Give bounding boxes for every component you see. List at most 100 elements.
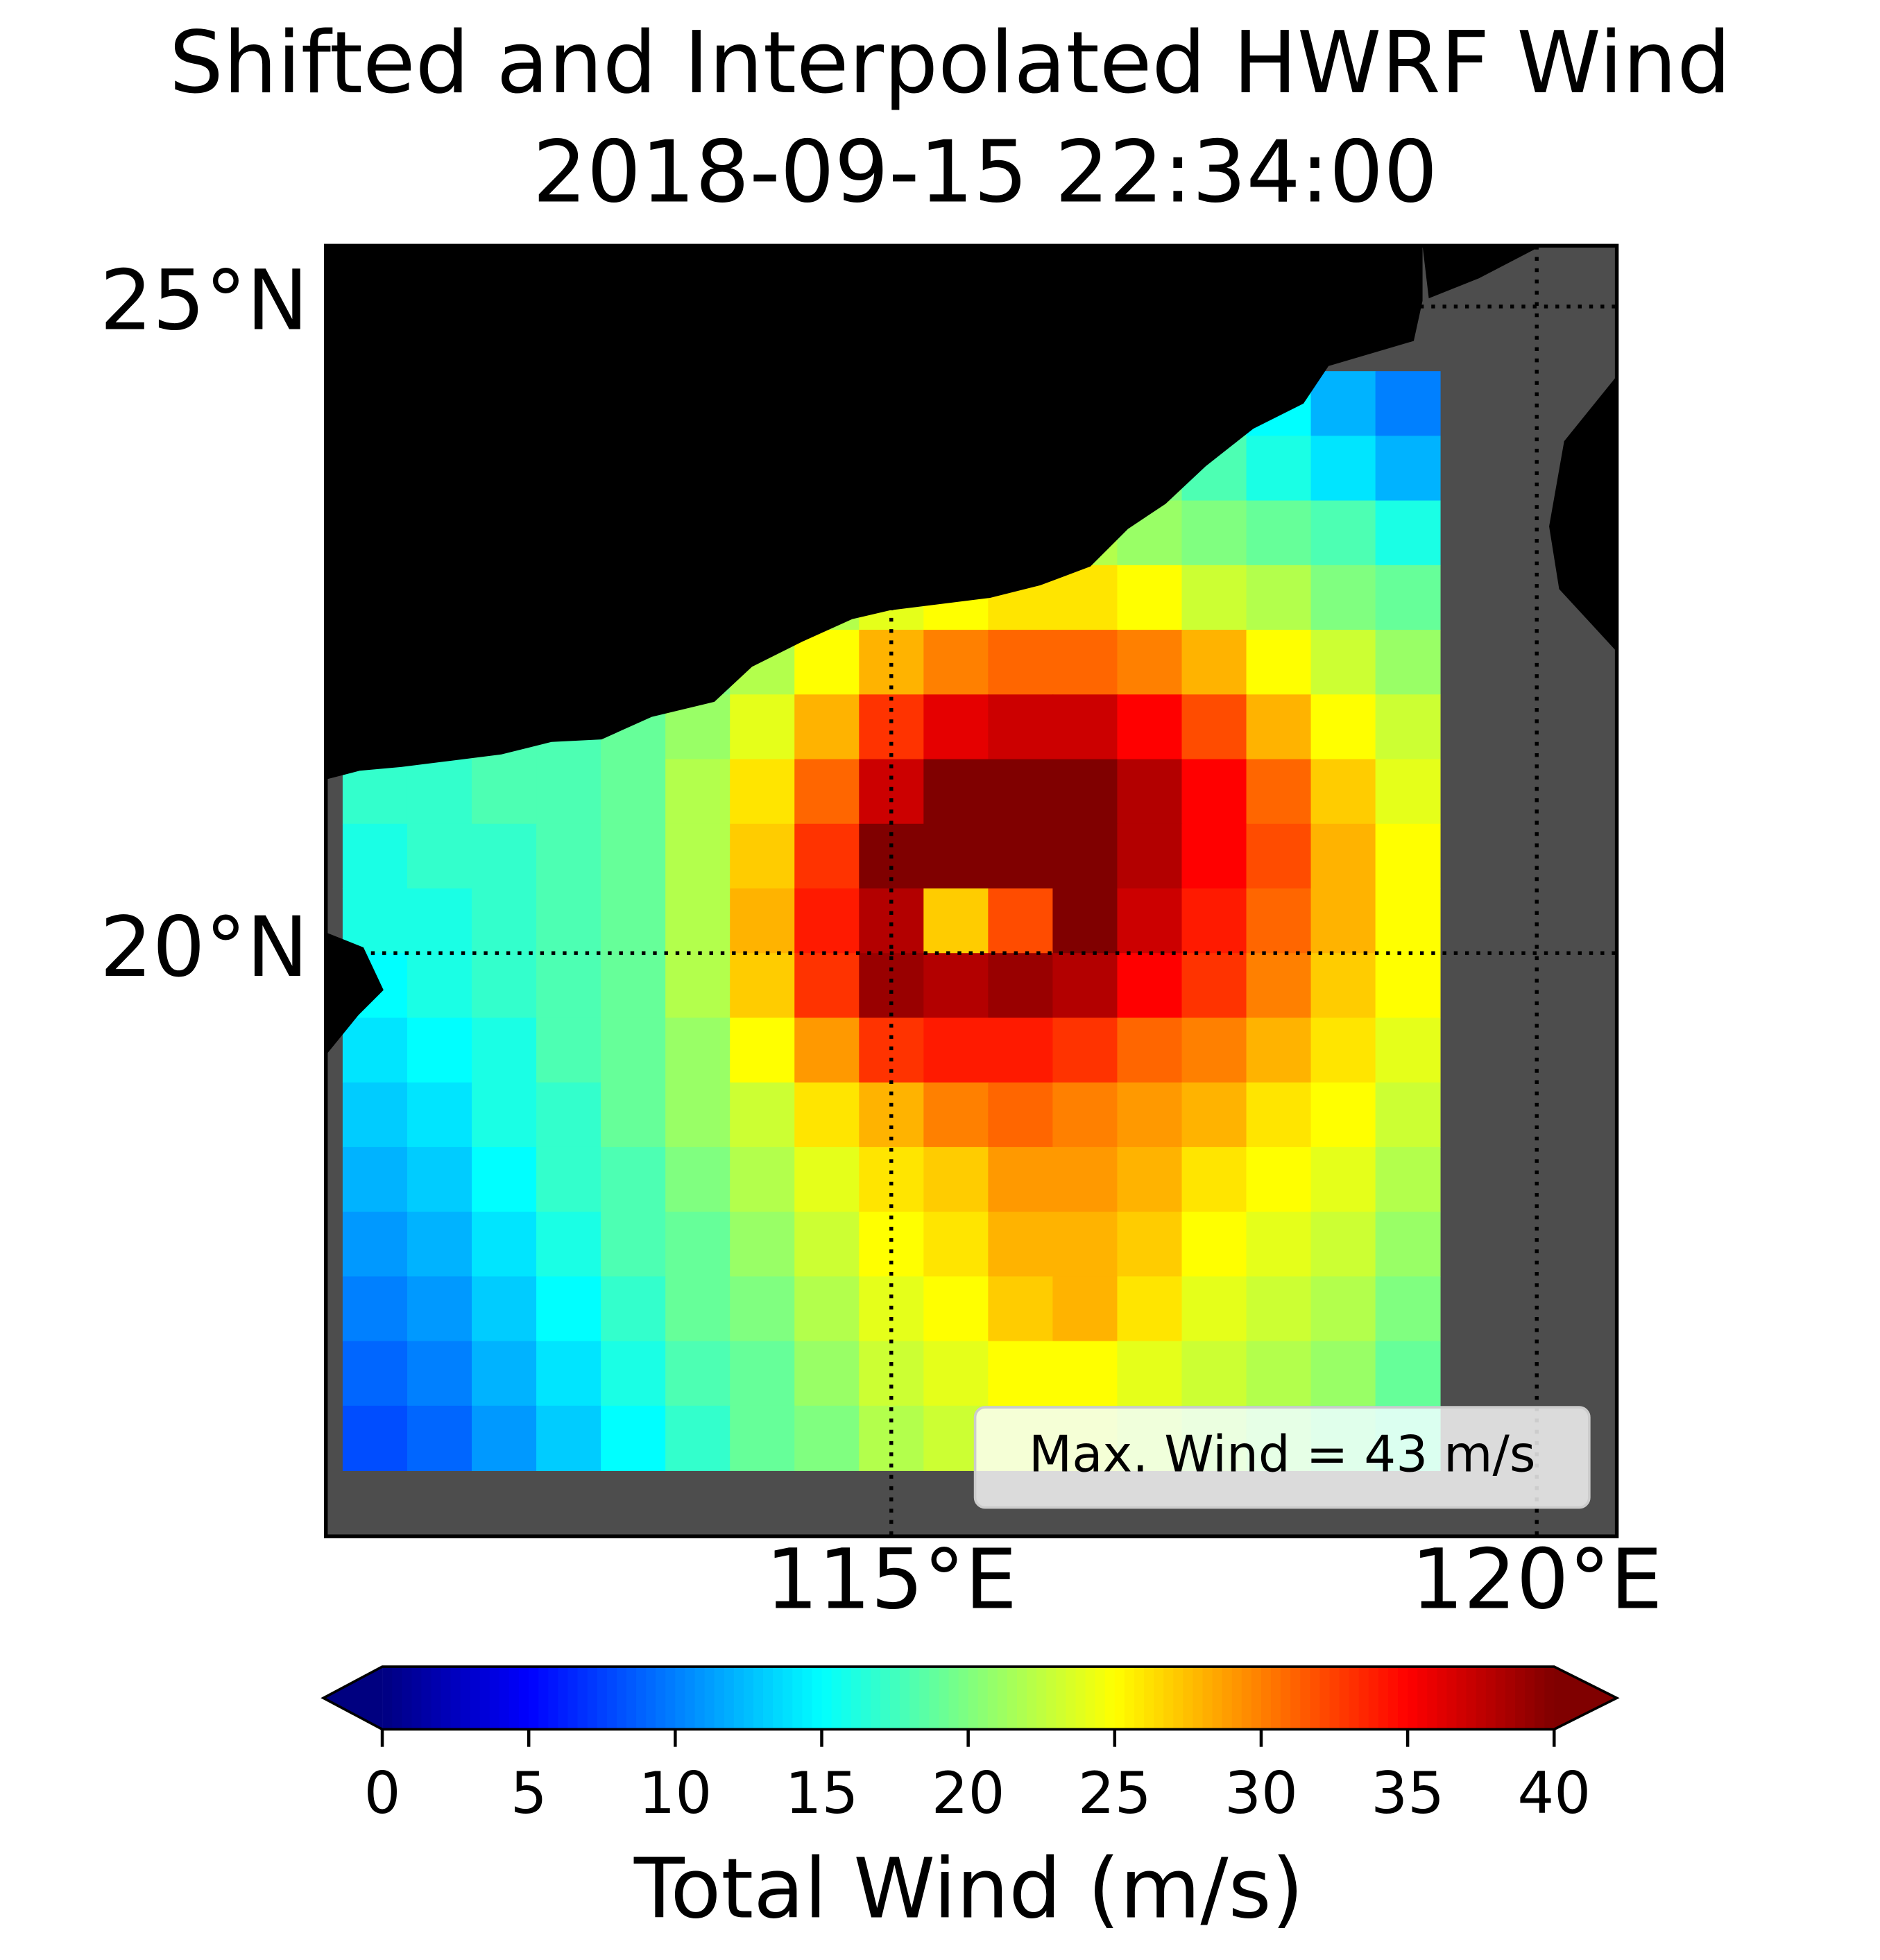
cell [1375, 1341, 1441, 1407]
cell [1117, 694, 1183, 760]
colorbar-segment [656, 1667, 667, 1730]
cell [923, 694, 989, 760]
colorbar-segment [1154, 1667, 1165, 1730]
colorbar-segment [529, 1667, 540, 1730]
colorbar-segment [1300, 1667, 1311, 1730]
cell [923, 823, 989, 889]
cell [472, 759, 537, 825]
cell [859, 1405, 925, 1471]
cell [988, 1146, 1054, 1213]
colorbar-segment [900, 1667, 911, 1730]
colorbar-extend-max [1554, 1667, 1617, 1730]
colorbar-segment [1427, 1667, 1438, 1730]
land-hainan [325, 932, 384, 1056]
colorbar-segment [1310, 1667, 1321, 1730]
cell [1310, 500, 1376, 566]
colorbar-segment [977, 1667, 989, 1730]
colorbar-segment [1495, 1667, 1506, 1730]
cell [665, 1276, 731, 1342]
cell [601, 823, 667, 889]
cell [472, 1341, 537, 1407]
y-tick-label: 25°N [100, 253, 309, 350]
colorbar-segment [616, 1667, 628, 1730]
cell [730, 823, 796, 889]
cell [1117, 1017, 1183, 1083]
cell [1052, 1341, 1118, 1407]
cell [536, 1146, 602, 1213]
cell [1375, 1017, 1441, 1083]
cell [1181, 888, 1247, 954]
cell [1310, 371, 1376, 437]
colorbar-segment [479, 1667, 490, 1730]
colorbar-segment [1271, 1667, 1282, 1730]
cell [601, 759, 667, 825]
cell [665, 1405, 731, 1471]
cell [1375, 565, 1441, 630]
colorbar-segment [587, 1667, 598, 1730]
cell [1375, 1212, 1441, 1278]
cell [536, 953, 602, 1019]
cell [407, 953, 472, 1019]
colorbar-segment [1163, 1667, 1174, 1730]
colorbar-segment [1017, 1667, 1028, 1730]
colorbar-segment [646, 1667, 657, 1730]
cell [1052, 953, 1118, 1019]
cell [1246, 1017, 1312, 1083]
colorbar-tick-label: 10 [638, 1760, 712, 1827]
cell [794, 1405, 860, 1471]
cell [1310, 1341, 1376, 1407]
cell [1375, 371, 1441, 437]
cell [730, 1341, 796, 1407]
colorbar-segment [519, 1667, 530, 1730]
colorbar-tick-label: 40 [1517, 1760, 1591, 1827]
cell [665, 1146, 731, 1213]
cell [988, 630, 1054, 696]
colorbar-segment [441, 1667, 452, 1730]
colorbar-segment [1066, 1667, 1077, 1730]
x-tick-label: 120°E [1411, 1531, 1663, 1628]
colorbar-segment [792, 1667, 803, 1730]
cell [1052, 823, 1118, 889]
cell [730, 1212, 796, 1278]
cell [665, 1082, 731, 1148]
colorbar-segment [1144, 1667, 1155, 1730]
cell [1181, 823, 1247, 889]
cell [601, 953, 667, 1019]
colorbar-segment [1368, 1667, 1379, 1730]
colorbar-segment [997, 1667, 1009, 1730]
cell [988, 1276, 1054, 1342]
colorbar-segment [1095, 1667, 1106, 1730]
cell [1375, 630, 1441, 696]
colorbar-segment [880, 1667, 891, 1730]
cell [1117, 1341, 1183, 1407]
cell [794, 759, 860, 825]
cell [1117, 630, 1183, 696]
cell [1052, 759, 1118, 825]
cell [342, 1146, 408, 1213]
cell [342, 1212, 408, 1278]
cell [665, 953, 731, 1019]
cell [472, 1276, 537, 1342]
cell [730, 1405, 796, 1471]
cell [1052, 694, 1118, 760]
colorbar-segment [675, 1667, 686, 1730]
colorbar-segment [714, 1667, 725, 1730]
cell [1246, 1341, 1312, 1407]
cell [923, 1276, 989, 1342]
colorbar: 0 5 10 15 20 25 30 35 40 [321, 1665, 1620, 1827]
colorbar-segment [1114, 1667, 1125, 1730]
colorbar-segment [968, 1667, 979, 1730]
colorbar-segment [626, 1667, 638, 1730]
cell [1375, 1082, 1441, 1148]
colorbar-segment [1387, 1667, 1399, 1730]
cell [407, 888, 472, 954]
colorbar-segment [597, 1667, 608, 1730]
cell [1117, 759, 1183, 825]
graticule [325, 246, 1617, 1537]
colorbar-segment [1446, 1667, 1458, 1730]
cell [859, 953, 925, 1019]
cell [472, 953, 537, 1019]
axis-labels: 115°E 120°E 20°N 25°N [100, 253, 1663, 1628]
cell [794, 1082, 860, 1148]
cell [730, 953, 796, 1019]
